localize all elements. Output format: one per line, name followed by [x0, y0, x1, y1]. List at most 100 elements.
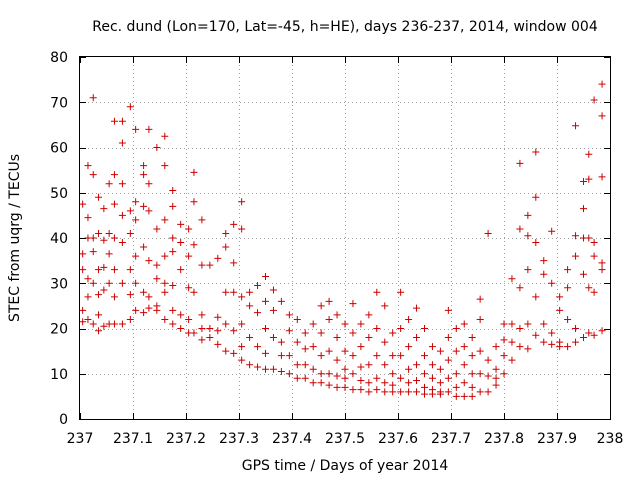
- data-point: [452, 383, 460, 391]
- data-point: [333, 311, 341, 319]
- data-point: [598, 112, 606, 120]
- data-point: [140, 162, 148, 170]
- data-point: [444, 334, 452, 342]
- data-point: [373, 325, 381, 332]
- data-point: [492, 374, 500, 382]
- data-point: [397, 388, 405, 396]
- data-point: [79, 306, 87, 314]
- data-point: [110, 293, 118, 301]
- data-point: [341, 320, 349, 328]
- data-point: [222, 288, 230, 296]
- data-point: [169, 202, 177, 210]
- data-point: [293, 315, 301, 323]
- data-point: [206, 325, 214, 332]
- data-point: [468, 383, 476, 391]
- data-point: [357, 386, 365, 394]
- data-point: [428, 390, 436, 398]
- data-point: [365, 361, 373, 369]
- data-point: [428, 374, 436, 382]
- data-point: [118, 279, 126, 287]
- data-point: [349, 352, 357, 360]
- data-point: [238, 320, 246, 328]
- data-point: [572, 325, 580, 332]
- data-point: [161, 132, 169, 140]
- data-point: [389, 388, 397, 396]
- data-point: [381, 338, 389, 346]
- data-point: [145, 207, 153, 215]
- data-point: [262, 272, 269, 280]
- data-point: [246, 334, 254, 342]
- y-tick-label: 50: [50, 186, 68, 202]
- data-point: [246, 361, 254, 369]
- data-point: [389, 370, 397, 378]
- data-point: [254, 363, 262, 371]
- data-point: [516, 225, 524, 233]
- data-point: [84, 293, 92, 301]
- data-point: [100, 205, 108, 213]
- data-point: [365, 379, 373, 387]
- data-point: [492, 343, 500, 351]
- data-point: [468, 334, 476, 342]
- data-point: [285, 370, 293, 378]
- data-point: [452, 392, 460, 400]
- data-point: [246, 302, 254, 310]
- data-point: [118, 117, 126, 125]
- data-point: [145, 125, 153, 133]
- data-point: [95, 291, 103, 299]
- data-point: [460, 361, 468, 369]
- data-point: [161, 162, 169, 170]
- data-point: [524, 320, 532, 328]
- data-point: [161, 288, 169, 296]
- data-point: [598, 327, 606, 335]
- data-point: [190, 329, 198, 337]
- data-point: [365, 334, 373, 342]
- data-point: [373, 374, 381, 382]
- data-point: [357, 363, 365, 371]
- data-point: [468, 370, 476, 378]
- data-point: [301, 374, 309, 382]
- data-point: [500, 320, 508, 328]
- data-point: [177, 239, 185, 247]
- data-point: [484, 229, 492, 237]
- y-tick-label: 20: [50, 322, 68, 338]
- data-point: [460, 320, 468, 328]
- plot-frame: [79, 56, 611, 420]
- data-point: [269, 334, 277, 342]
- data-point: [540, 270, 548, 278]
- data-point: [293, 338, 301, 346]
- data-point: [153, 275, 161, 283]
- data-point: [230, 327, 238, 335]
- data-point: [110, 200, 118, 208]
- data-point: [105, 229, 113, 237]
- data-point: [397, 374, 405, 382]
- data-point: [100, 322, 108, 330]
- data-point: [177, 266, 185, 274]
- y-tick-label: 80: [50, 50, 68, 66]
- data-point: [508, 338, 516, 346]
- data-point: [95, 193, 103, 201]
- data-point: [145, 293, 153, 301]
- chart-title: Rec. dund (Lon=170, Lat=-45, h=HE), days…: [92, 19, 598, 35]
- data-point: [436, 379, 444, 387]
- data-point: [177, 220, 185, 228]
- data-point: [169, 282, 177, 290]
- data-point: [169, 320, 177, 328]
- data-point: [100, 236, 108, 244]
- data-point: [516, 343, 524, 351]
- data-point: [317, 370, 325, 378]
- data-point: [262, 365, 269, 373]
- data-point: [540, 257, 548, 265]
- data-point: [198, 311, 206, 319]
- data-point: [508, 356, 516, 364]
- data-point: [238, 225, 246, 233]
- data-point: [373, 386, 381, 394]
- data-point: [357, 320, 365, 328]
- data-point: [341, 347, 349, 355]
- data-point: [126, 103, 134, 111]
- data-point: [79, 318, 87, 326]
- data-point: [153, 261, 161, 269]
- data-point: [309, 365, 317, 373]
- x-tick-label: 237.1: [113, 431, 153, 447]
- data-point: [585, 150, 593, 158]
